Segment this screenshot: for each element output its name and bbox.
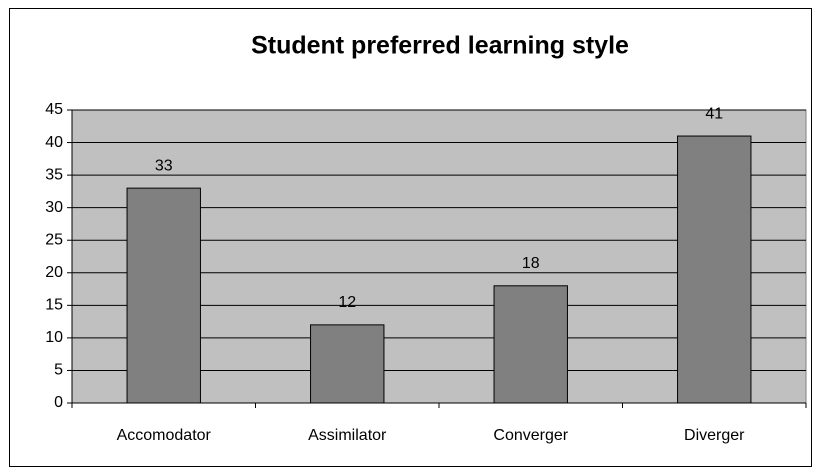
y-tick-label: 5 xyxy=(54,362,63,379)
bar xyxy=(310,324,385,404)
chart-title: Student preferred learning style xyxy=(251,32,629,60)
bar xyxy=(126,187,201,404)
data-label: 41 xyxy=(705,105,723,122)
x-tick-label: Diverger xyxy=(684,427,745,444)
x-tick-label: Assimilator xyxy=(308,427,387,444)
y-tick-label: 25 xyxy=(45,231,63,248)
y-tick-label: 10 xyxy=(45,329,63,346)
bar xyxy=(493,285,568,404)
x-tick-label: Accomodator xyxy=(117,427,212,444)
y-tick-label: 45 xyxy=(45,101,63,118)
y-tick-label: 40 xyxy=(45,134,63,151)
data-label: 18 xyxy=(522,255,540,272)
x-tick-label: Converger xyxy=(493,427,568,444)
y-tick-label: 20 xyxy=(45,264,63,281)
y-tick-label: 35 xyxy=(45,166,63,183)
y-tick-label: 30 xyxy=(45,199,63,216)
bar xyxy=(677,135,752,404)
y-tick-label: 15 xyxy=(45,297,63,314)
data-label: 12 xyxy=(338,294,356,311)
y-tick-label: 0 xyxy=(54,394,63,411)
data-label: 33 xyxy=(155,157,173,174)
